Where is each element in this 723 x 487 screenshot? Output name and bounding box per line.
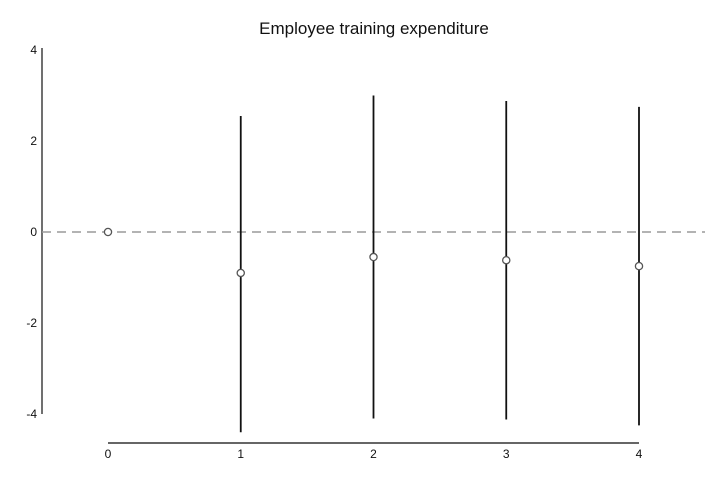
y-tick-label: -2 xyxy=(26,316,37,330)
point-estimate-marker xyxy=(103,227,113,237)
y-tick-group: 4 2 0 -2 -4 xyxy=(26,43,37,421)
point-estimate-group xyxy=(103,227,644,278)
x-tick-label: 0 xyxy=(105,447,112,461)
x-tick-label: 1 xyxy=(237,447,244,461)
point-estimate-marker xyxy=(501,255,511,265)
x-tick-label: 3 xyxy=(503,447,510,461)
point-estimate-marker xyxy=(634,261,644,271)
y-tick-label: 4 xyxy=(30,43,37,57)
y-tick-label: 2 xyxy=(30,134,37,148)
chart-title: Employee training expenditure xyxy=(259,19,489,38)
point-estimate-marker xyxy=(236,268,245,278)
confidence-interval-group xyxy=(239,95,640,433)
y-tick-label: 0 xyxy=(30,225,37,239)
x-tick-group: 0 1 2 3 4 xyxy=(105,447,643,461)
x-tick-label: 2 xyxy=(370,447,377,461)
y-tick-label: -4 xyxy=(26,407,37,421)
point-estimate-marker xyxy=(369,252,378,262)
x-tick-label: 4 xyxy=(636,447,643,461)
